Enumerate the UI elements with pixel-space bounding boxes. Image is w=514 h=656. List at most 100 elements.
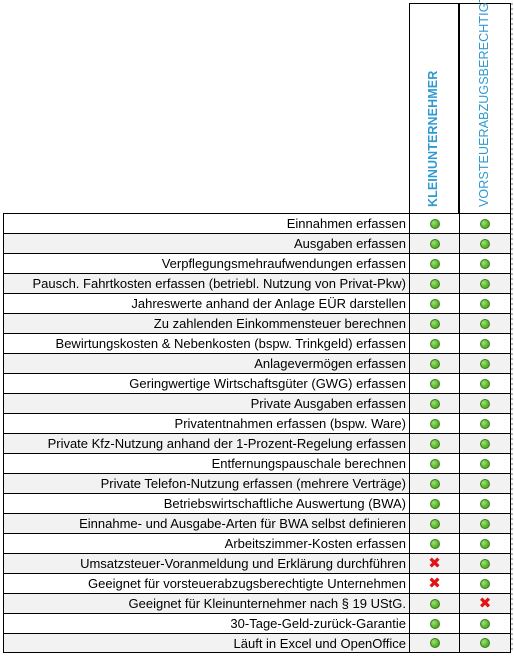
red-cross-icon: ✖ — [428, 574, 441, 592]
green-check-icon — [480, 378, 490, 389]
kleinunternehmer-cell[interactable] — [409, 293, 459, 313]
kleinunternehmer-cell[interactable]: ✖ — [409, 573, 459, 593]
column-header-label: KLEINUNTERNEHMER — [426, 70, 440, 207]
feature-label[interactable]: Private Telefon-Nutzung erfassen (mehrer… — [3, 473, 409, 493]
kleinunternehmer-cell[interactable] — [409, 613, 459, 633]
feature-label[interactable]: Ausgaben erfassen — [3, 233, 409, 253]
green-check-icon — [480, 218, 490, 229]
table-row: Umsatzsteuer-Voranmeldung und Erklärung … — [3, 553, 511, 573]
kleinunternehmer-cell[interactable] — [409, 633, 459, 653]
feature-label[interactable]: Läuft in Excel und OpenOffice — [3, 633, 409, 653]
kleinunternehmer-cell[interactable] — [409, 473, 459, 493]
green-check-icon — [429, 378, 440, 389]
feature-label[interactable]: Anlagevermögen erfassen — [3, 353, 409, 373]
feature-label[interactable]: Jahreswerte anhand der Anlage EÜR darste… — [3, 293, 409, 313]
feature-label[interactable]: Einnahmen erfassen — [3, 213, 409, 233]
vorsteuer-cell[interactable] — [459, 613, 511, 633]
table-row: Jahreswerte anhand der Anlage EÜR darste… — [3, 293, 511, 313]
vorsteuer-cell[interactable] — [459, 393, 511, 413]
kleinunternehmer-cell[interactable] — [409, 533, 459, 553]
feature-label[interactable]: Geeignet für vorsteuerabzugsberechtigte … — [3, 573, 409, 593]
kleinunternehmer-cell[interactable] — [409, 493, 459, 513]
table-row: Geeignet für vorsteuerabzugsberechtigte … — [3, 573, 511, 593]
green-check-icon — [429, 338, 440, 349]
green-check-icon — [480, 298, 490, 309]
vorsteuer-cell[interactable] — [459, 373, 511, 393]
feature-label[interactable]: Arbeitszimmer-Kosten erfassen — [3, 533, 409, 553]
feature-label[interactable]: 30-Tage-Geld-zurück-Garantie — [3, 613, 409, 633]
vorsteuer-cell[interactable] — [459, 493, 511, 513]
green-check-icon — [429, 498, 440, 509]
vorsteuer-cell[interactable] — [459, 253, 511, 273]
green-check-icon — [480, 258, 490, 269]
feature-label[interactable]: Entfernungspauschale berechnen — [3, 453, 409, 473]
green-check-icon — [480, 278, 490, 289]
green-check-icon — [480, 478, 490, 489]
kleinunternehmer-cell[interactable] — [409, 353, 459, 373]
green-check-icon — [429, 358, 440, 369]
feature-label[interactable]: Privatentnahmen erfassen (bspw. Ware) — [3, 413, 409, 433]
vorsteuer-cell[interactable] — [459, 453, 511, 473]
table-row: 30-Tage-Geld-zurück-Garantie — [3, 613, 511, 633]
kleinunternehmer-cell[interactable] — [409, 433, 459, 453]
vorsteuer-cell[interactable] — [459, 533, 511, 553]
kleinunternehmer-cell[interactable] — [409, 273, 459, 293]
column-header-vorsteuerabzugsberechtigt[interactable]: VORSTEUERABZUGSBERECHTIGT — [459, 0, 511, 213]
feature-label[interactable]: Einnahme- und Ausgabe-Arten für BWA selb… — [3, 513, 409, 533]
vorsteuer-cell[interactable] — [459, 413, 511, 433]
feature-label[interactable]: Private Ausgaben erfassen — [3, 393, 409, 413]
table-row: Betriebswirtschaftliche Auswertung (BWA) — [3, 493, 511, 513]
vorsteuer-cell[interactable] — [459, 213, 511, 233]
green-check-icon — [429, 258, 440, 269]
green-check-icon — [480, 458, 490, 469]
kleinunternehmer-cell[interactable] — [409, 233, 459, 253]
feature-label[interactable]: Pausch. Fahrtkosten erfassen (betriebl. … — [3, 273, 409, 293]
red-cross-icon: ✖ — [428, 554, 441, 572]
table-row: Anlagevermögen erfassen — [3, 353, 511, 373]
column-header-kleinunternehmer[interactable]: KLEINUNTERNEHMER — [409, 3, 459, 213]
feature-label[interactable]: Bewirtungskosten & Nebenkosten (bspw. Tr… — [3, 333, 409, 353]
kleinunternehmer-cell[interactable] — [409, 593, 459, 613]
vorsteuer-cell[interactable] — [459, 513, 511, 533]
kleinunternehmer-cell[interactable] — [409, 333, 459, 353]
feature-label[interactable]: Geeignet für Kleinunternehmer nach § 19 … — [3, 593, 409, 613]
feature-label[interactable]: Private Kfz-Nutzung anhand der 1-Prozent… — [3, 433, 409, 453]
kleinunternehmer-cell[interactable] — [409, 413, 459, 433]
vorsteuer-cell[interactable] — [459, 353, 511, 373]
kleinunternehmer-cell[interactable]: ✖ — [409, 553, 459, 573]
green-check-icon — [429, 418, 440, 429]
feature-label[interactable]: Betriebswirtschaftliche Auswertung (BWA) — [3, 493, 409, 513]
vorsteuer-cell[interactable] — [459, 293, 511, 313]
vorsteuer-cell[interactable] — [459, 333, 511, 353]
kleinunternehmer-cell[interactable] — [409, 393, 459, 413]
vorsteuer-cell[interactable] — [459, 553, 511, 573]
feature-label[interactable]: Verpflegungsmehraufwendungen erfassen — [3, 253, 409, 273]
vorsteuer-cell[interactable] — [459, 633, 511, 653]
feature-label[interactable]: Umsatzsteuer-Voranmeldung und Erklärung … — [3, 553, 409, 573]
feature-label[interactable]: Geringwertige Wirtschaftsgüter (GWG) erf… — [3, 373, 409, 393]
green-check-icon — [480, 318, 490, 329]
vorsteuer-cell[interactable] — [459, 433, 511, 453]
vorsteuer-cell[interactable] — [459, 233, 511, 253]
vorsteuer-cell[interactable] — [459, 313, 511, 333]
green-check-icon — [480, 338, 490, 349]
kleinunternehmer-cell[interactable] — [409, 453, 459, 473]
header-blank-area — [3, 3, 409, 213]
table-row: Geringwertige Wirtschaftsgüter (GWG) erf… — [3, 373, 511, 393]
kleinunternehmer-cell[interactable] — [409, 253, 459, 273]
green-check-icon — [480, 418, 490, 429]
green-check-icon — [429, 538, 440, 549]
feature-label[interactable]: Zu zahlenden Einkommensteuer berechnen — [3, 313, 409, 333]
kleinunternehmer-cell[interactable] — [409, 313, 459, 333]
green-check-icon — [480, 578, 490, 589]
vorsteuer-cell[interactable] — [459, 573, 511, 593]
green-check-icon — [429, 218, 440, 229]
kleinunternehmer-cell[interactable] — [409, 373, 459, 393]
kleinunternehmer-cell[interactable] — [409, 213, 459, 233]
vorsteuer-cell[interactable] — [459, 473, 511, 493]
green-check-icon — [480, 538, 490, 549]
vorsteuer-cell[interactable]: ✖ — [459, 593, 511, 613]
vorsteuer-cell[interactable] — [459, 273, 511, 293]
kleinunternehmer-cell[interactable] — [409, 513, 459, 533]
